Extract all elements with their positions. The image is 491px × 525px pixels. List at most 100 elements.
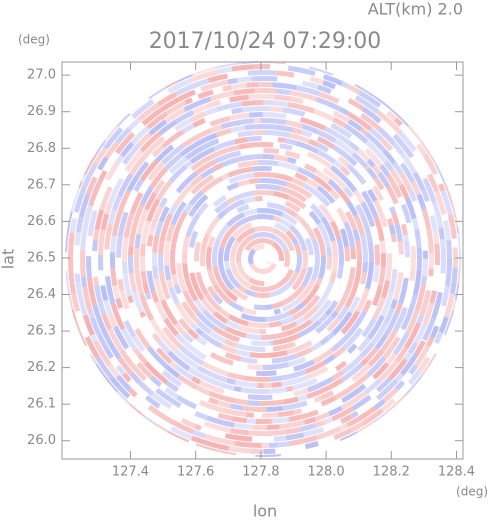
echo-cell xyxy=(179,345,204,366)
echo-cell xyxy=(224,352,242,362)
echo-cell xyxy=(268,386,288,394)
echo-cell xyxy=(287,195,307,210)
echo-cell xyxy=(80,276,88,288)
echo-cell xyxy=(176,395,197,410)
echo-cell xyxy=(409,270,416,282)
echo-cell xyxy=(207,285,217,297)
echo-cell xyxy=(271,416,290,424)
echo-cell xyxy=(381,280,391,299)
echo-cell xyxy=(407,341,419,355)
echo-cell xyxy=(190,128,213,143)
echo-cell xyxy=(275,70,295,78)
echo-cell xyxy=(214,200,229,214)
echo-cell xyxy=(126,174,140,192)
echo-cell xyxy=(240,313,266,322)
echo-cell xyxy=(403,322,422,350)
echo-cell xyxy=(224,260,231,270)
echo-cell xyxy=(272,345,283,352)
echo-cell xyxy=(303,183,323,200)
echo-cell xyxy=(161,129,185,149)
echo-cell xyxy=(164,265,172,281)
echo-cell xyxy=(269,320,282,328)
echo-cell xyxy=(195,385,211,396)
echo-cell xyxy=(346,343,358,355)
echo-cell xyxy=(74,231,81,246)
echo-cell xyxy=(93,146,108,166)
echo-cell xyxy=(203,421,232,433)
echo-cell xyxy=(77,333,87,348)
echo-cell xyxy=(204,132,218,142)
echo-cell xyxy=(350,410,359,419)
echo-cell xyxy=(107,209,117,225)
echo-cell xyxy=(353,214,366,236)
echo-cell xyxy=(426,228,434,254)
echo-cell xyxy=(207,235,216,248)
echo-cell xyxy=(211,442,230,451)
y-unit: (deg) xyxy=(18,33,50,47)
x-tick-label: 127.6 xyxy=(177,465,214,480)
echo-cell xyxy=(212,293,224,305)
echo-cell xyxy=(127,295,134,304)
echo-cell xyxy=(268,350,288,358)
echo-cell xyxy=(230,125,246,133)
echo-cell xyxy=(274,222,290,234)
echo-cell xyxy=(108,177,124,203)
echo-cell xyxy=(309,76,325,85)
echo-cell xyxy=(104,348,114,359)
echo-cell xyxy=(139,311,147,318)
echo-cell xyxy=(136,361,154,379)
echo-cell xyxy=(301,129,313,139)
echo-cell xyxy=(236,204,250,214)
echo-cell xyxy=(429,290,438,304)
echo-cell xyxy=(309,341,323,352)
echo-cell xyxy=(98,229,106,255)
echo-cell xyxy=(99,186,113,211)
echo-cell xyxy=(383,160,394,171)
echo-cell xyxy=(291,268,307,291)
echo-cell xyxy=(235,227,255,243)
echo-cell xyxy=(82,162,98,189)
echo-cell xyxy=(286,385,294,392)
echo-cell xyxy=(288,414,302,422)
echo-cell xyxy=(194,423,202,431)
echo-cell xyxy=(355,239,362,262)
echo-cell xyxy=(419,289,432,317)
echo-cell xyxy=(380,398,396,413)
echo-cell xyxy=(247,142,274,149)
echo-cell xyxy=(456,225,461,234)
echo-cell xyxy=(157,340,171,354)
echo-cell xyxy=(195,335,208,347)
echo-cell xyxy=(422,317,436,342)
echo-cell xyxy=(259,328,267,334)
echo-cell xyxy=(331,406,355,422)
echo-cell xyxy=(238,325,260,334)
echo-cell xyxy=(189,111,206,123)
echo-cell xyxy=(320,395,337,407)
echo-cell xyxy=(245,412,254,418)
echo-cell xyxy=(191,376,202,385)
echo-cell xyxy=(234,379,258,388)
echo-cell xyxy=(128,370,141,384)
echo-cell xyxy=(137,132,152,147)
echo-cell xyxy=(97,321,111,341)
echo-cell xyxy=(178,211,188,224)
echo-cell xyxy=(334,360,348,372)
echo-cell xyxy=(316,185,336,204)
echo-cell xyxy=(358,90,382,108)
echo-cell xyxy=(93,229,100,241)
echo-cell xyxy=(392,331,411,356)
echo-cell xyxy=(251,231,277,241)
echo-cell xyxy=(213,139,236,152)
echo-cell xyxy=(317,255,327,280)
echo-cell xyxy=(301,266,314,288)
echo-cell xyxy=(163,317,180,337)
echo-cell xyxy=(433,331,444,345)
echo-cell xyxy=(146,87,161,100)
echo-cell xyxy=(200,297,217,315)
echo-cell xyxy=(254,196,263,202)
echo-cell xyxy=(192,117,206,128)
echo-cell xyxy=(383,311,400,337)
echo-cell xyxy=(235,398,249,406)
echo-cell xyxy=(255,418,272,424)
echo-cell xyxy=(364,164,371,171)
